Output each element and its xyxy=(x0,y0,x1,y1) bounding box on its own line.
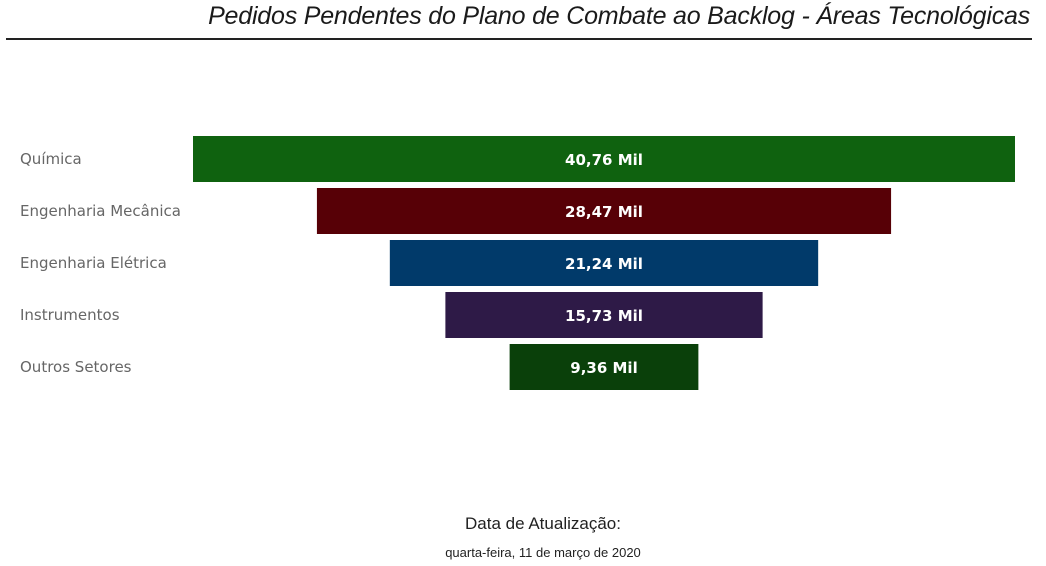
funnel-bar[interactable] xyxy=(445,292,763,338)
funnel-bar[interactable] xyxy=(509,344,699,390)
bar-value-label: 21,24 Mil xyxy=(565,255,643,273)
bar-value-label: 9,36 Mil xyxy=(570,359,637,377)
chart-title: Pedidos Pendentes do Plano de Combate ao… xyxy=(208,2,1030,30)
bar-value-label: 15,73 Mil xyxy=(565,307,643,325)
category-label: Química xyxy=(20,150,82,168)
funnel-bar[interactable] xyxy=(316,188,892,234)
update-date: quarta-feira, 11 de março de 2020 xyxy=(445,545,641,560)
title-underline xyxy=(6,38,1032,40)
funnel-bar[interactable] xyxy=(193,136,1015,182)
category-label: Outros Setores xyxy=(20,358,132,376)
bar-value-label: 40,76 Mil xyxy=(565,151,643,169)
category-label: Instrumentos xyxy=(20,306,120,324)
funnel-bar[interactable] xyxy=(389,240,819,286)
category-label: Engenharia Elétrica xyxy=(20,254,167,272)
update-label: Data de Atualização: xyxy=(465,514,621,533)
bar-value-label: 28,47 Mil xyxy=(565,203,643,221)
category-label: Engenharia Mecânica xyxy=(20,202,181,220)
